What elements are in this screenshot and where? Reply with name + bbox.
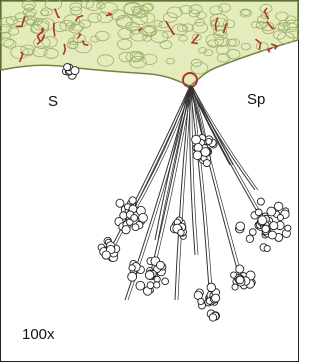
spore [102,251,110,259]
spore [136,281,145,290]
label-s: S [48,93,58,110]
spore [64,64,71,71]
spore [129,197,136,204]
spore [147,282,154,289]
spore [277,214,283,220]
spore [270,222,278,230]
spore [132,224,139,231]
spore [129,265,135,271]
spore [274,202,282,210]
spore [249,229,256,236]
spore [71,67,79,75]
spore [206,138,212,144]
spore [131,214,138,221]
spore [207,283,215,291]
page: S Sp 100x (() => { const data = JSON.par… [0,0,320,362]
spore [209,314,216,321]
spore [258,216,267,225]
spore [212,294,220,302]
spore [122,226,130,234]
spore [246,235,253,242]
spore [201,148,210,157]
spore [232,284,238,290]
spore [145,271,154,280]
spore [139,213,148,222]
spore [162,278,169,285]
spore [236,265,244,273]
spore [198,298,204,304]
spore [257,198,264,205]
spore [156,261,164,269]
spore [193,151,202,160]
label-sp: Sp [247,91,265,108]
label-magnification: 100x [22,326,55,343]
spore [267,207,276,216]
spore [285,225,291,231]
spore [116,199,124,207]
spore [154,282,160,288]
spore [203,160,210,167]
illustration: S Sp 100x [0,0,299,362]
spore [192,135,201,144]
spore [264,245,270,251]
spore [236,276,244,284]
spore [262,225,270,233]
spore [178,229,184,235]
spore [128,272,137,281]
spore [236,222,245,231]
